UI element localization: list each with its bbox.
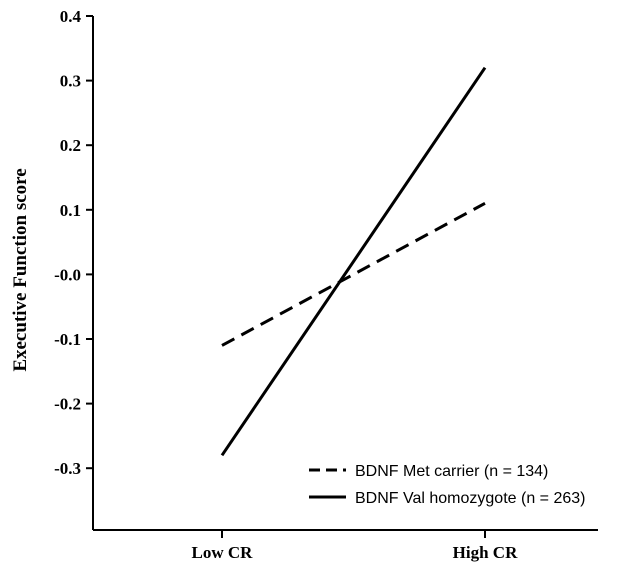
y-ticks: 0.4 0.3 0.2 0.1 -0.0 -0.1 -0.2 -0.3 [54,7,93,478]
series-layer [220,66,487,457]
y-tick-label: 0.1 [60,201,81,220]
y-tick-label: -0.2 [54,395,81,414]
x-ticks: Low CR High CR [192,530,518,562]
y-tick-label: 0.4 [60,7,82,26]
series-line-val-homozygote [220,66,487,457]
x-tick-label: Low CR [192,543,254,562]
x-tick-label: High CR [453,543,518,562]
y-axis-title: Executive Function score [10,168,31,371]
y-tick-label: -0.1 [54,330,81,349]
y-tick-label: -0.3 [54,459,81,478]
legend-label: BDNF Val homozygote (n = 263) [355,490,585,507]
legend: BDNF Met carrier (n = 134) BDNF Val homoz… [309,463,585,507]
legend-label: BDNF Met carrier (n = 134) [355,463,548,480]
axes [92,16,598,531]
series-line-met-carrier [221,202,486,347]
y-tick-label: 0.3 [60,72,81,91]
y-tick-label: -0.0 [54,265,81,284]
y-tick-label: 0.2 [60,136,81,155]
